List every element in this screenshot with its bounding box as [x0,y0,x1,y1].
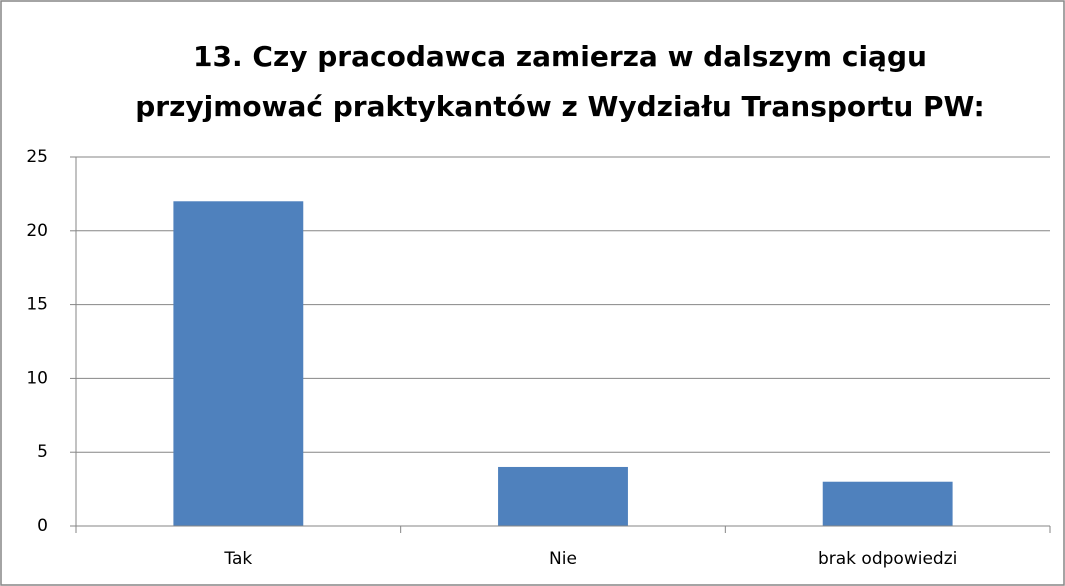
x-tick-label: Tak [223,549,252,569]
y-tick-label: 5 [37,442,48,462]
chart-title: 13. Czy pracodawca zamierza w dalszym ci… [193,40,927,73]
chart-title: przyjmować praktykantów z Wydziału Trans… [135,90,985,123]
y-tick-label: 10 [26,368,48,388]
bar [822,481,953,526]
bar [498,466,628,526]
x-tick-label: brak odpowiedzi [818,549,957,569]
y-tick-label: 25 [26,147,48,167]
x-tick-label: Nie [549,549,577,569]
bar [173,201,304,526]
y-tick-label: 0 [37,516,48,536]
y-tick-label: 20 [26,221,48,241]
y-tick-label: 15 [26,295,48,315]
